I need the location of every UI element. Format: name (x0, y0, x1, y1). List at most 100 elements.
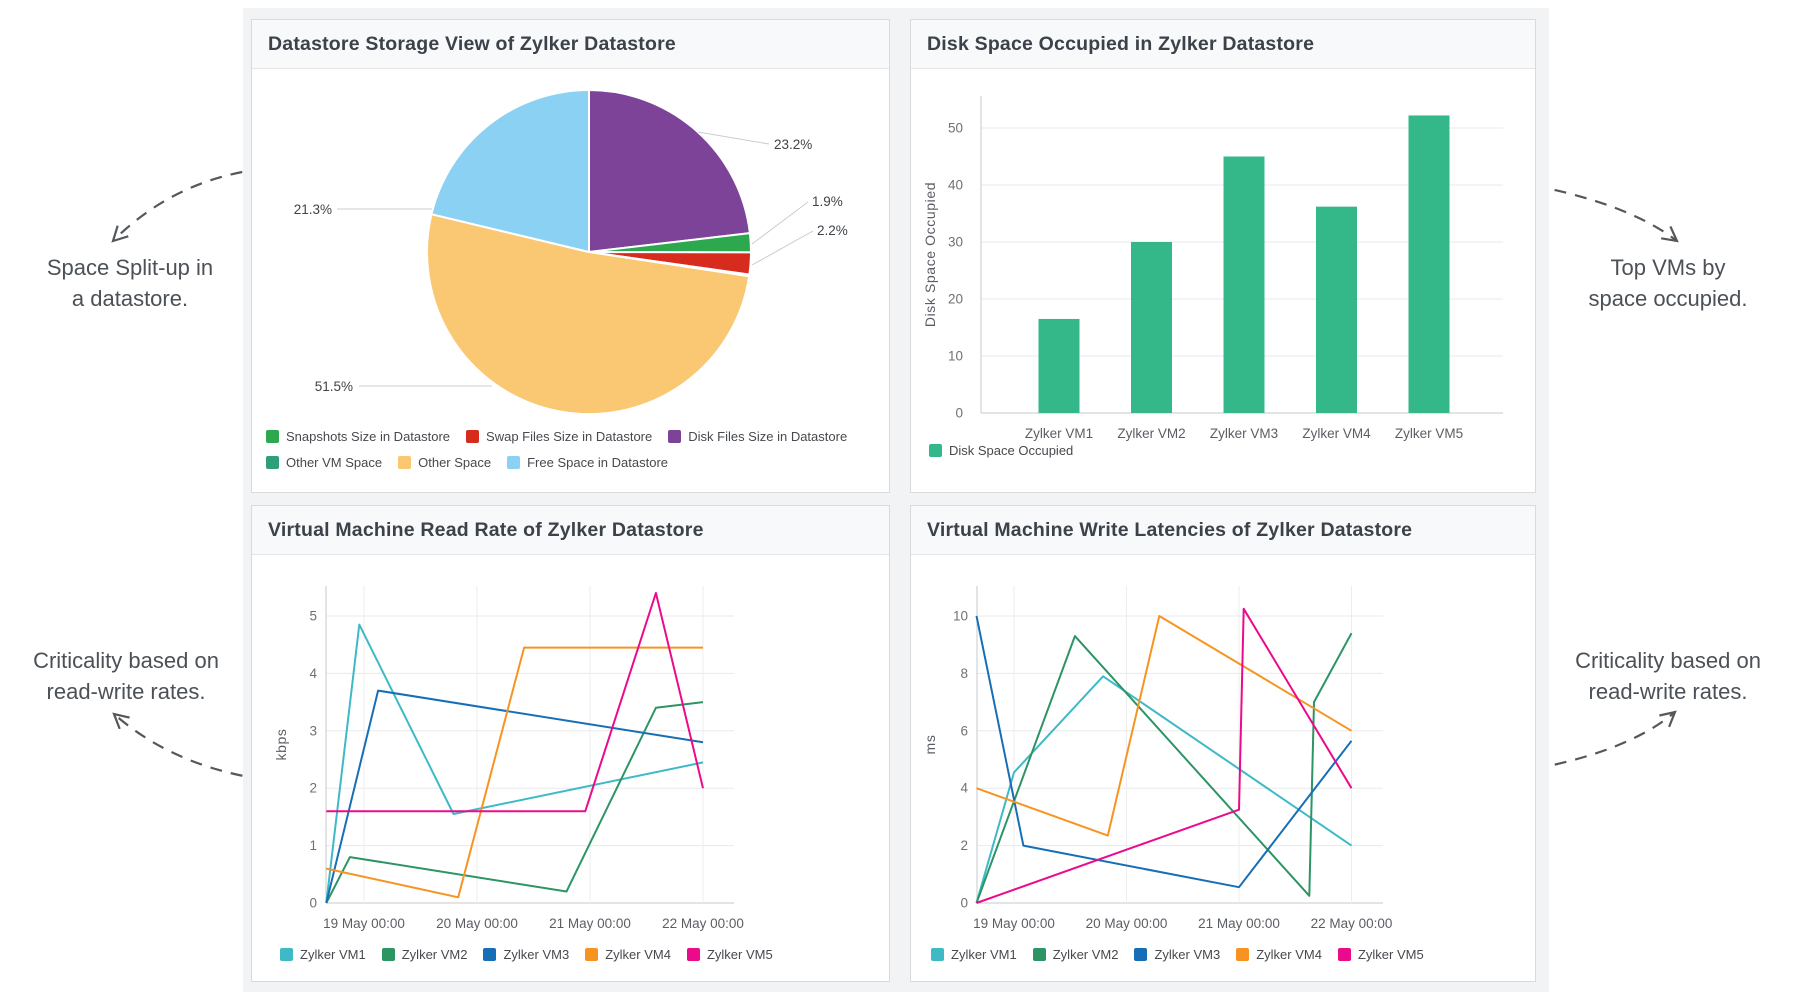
panel-disk-space: Disk Space Occupied in Zylker Datastore … (910, 19, 1536, 493)
pie-label-leader (751, 230, 814, 266)
y-tick-label: 2 (309, 781, 317, 796)
dashboard-container: Datastore Storage View of Zylker Datasto… (243, 8, 1549, 992)
note-line: Criticality based on (33, 648, 219, 673)
line-series[interactable] (975, 675, 1353, 904)
legend-label: Disk Space Occupied (949, 443, 1074, 458)
pie-label-leader (751, 201, 809, 245)
read-legend-item[interactable]: Zylker VM2 (381, 947, 468, 962)
legend-swatch-icon (266, 456, 279, 469)
line-series[interactable] (326, 646, 703, 899)
pie-slice[interactable] (426, 213, 751, 416)
line-series[interactable] (325, 623, 704, 904)
read-legend-item[interactable]: Zylker VM4 (585, 947, 671, 962)
legend-label: Free Space in Datastore (527, 455, 669, 470)
note-line: read-write rates. (1588, 679, 1748, 704)
note-line: Space Split-up in (46, 255, 214, 280)
bar-chart[interactable]: 0 10 20 30 40 50 Zylker VM1 Zylker VM2 Zylker VM… (911, 69, 1535, 494)
x-tick-label: 20 May 00:00 (436, 916, 518, 931)
legend-label: Disk Files Size in Datastore (688, 429, 848, 444)
legend-swatch-icon (483, 948, 497, 961)
write-legend-item[interactable]: Zylker VM3 (1134, 947, 1220, 962)
read-rate-legend: Zylker VM1 Zylker VM2 Zylker VM3 Zylker VM4… (280, 947, 789, 962)
pie-legend-item[interactable]: Other VM Space (266, 455, 382, 470)
panel-title-read-rate: Virtual Machine Read Rate of Zylker Data… (252, 506, 889, 555)
line-series[interactable] (976, 615, 1353, 837)
y-tick-label: 4 (309, 666, 317, 681)
pie-legend-item[interactable]: Other Space (398, 455, 491, 470)
legend-label: Zylker VM5 (706, 947, 773, 962)
write-legend-item[interactable]: Zylker VM1 (931, 947, 1017, 962)
bar[interactable] (1223, 156, 1265, 414)
write-legend-item[interactable]: Zylker VM2 (1032, 947, 1119, 962)
note-criticality-right: Criticality based on read-write rates. (1548, 645, 1788, 707)
bar[interactable] (1408, 115, 1450, 414)
page-title: Virtual Machine Read Rate of Zylker Data… (268, 518, 704, 541)
x-tick-label: 19 May 00:00 (323, 916, 405, 931)
legend-swatch-icon (931, 948, 944, 961)
page-title: Datastore Storage View of Zylker Datasto… (268, 32, 676, 55)
y-tick-label: 10 (953, 609, 968, 624)
note-line: a datastore. (71, 286, 189, 311)
pie-percent-label: 21.3% (294, 202, 332, 217)
x-category-label: Zylker VM5 (1395, 426, 1463, 441)
y-tick-label: 30 (948, 235, 963, 250)
line-series[interactable] (326, 592, 704, 813)
line-series[interactable] (325, 701, 704, 904)
line-series[interactable] (976, 607, 1353, 904)
bar[interactable] (1316, 206, 1357, 413)
write-latency-line-chart[interactable]: 0 2 4 6 8 10 19 May 00:00 20 May 00:00 21 May 00… (911, 555, 1535, 983)
legend-swatch-icon (1032, 948, 1046, 961)
read-legend-item[interactable]: Zylker VM3 (483, 947, 569, 962)
y-tick-label: 2 (960, 838, 968, 853)
legend-label: Other Space (418, 455, 492, 470)
legend-label: Zylker VM2 (1052, 947, 1119, 962)
bar[interactable] (1131, 242, 1172, 413)
x-tick-label: 21 May 00:00 (1198, 916, 1280, 931)
arrowhead-icon (1661, 225, 1679, 243)
page-title: Virtual Machine Write Latencies of Zylke… (927, 518, 1413, 541)
bar-legend-item[interactable]: Disk Space Occupied (929, 443, 1073, 458)
line-series[interactable] (975, 632, 1353, 904)
legend-label: Zylker VM5 (1357, 947, 1424, 962)
pie-legend-item[interactable]: Swap Files Size in Datastore (466, 429, 652, 444)
x-tick-label: 21 May 00:00 (549, 916, 631, 931)
legend-label: Zylker VM3 (1154, 947, 1221, 962)
legend-label: Zylker VM2 (401, 947, 468, 962)
read-rate-line-chart[interactable]: 0 1 2 3 4 5 19 May 00:00 20 May 00:00 21 May 00:… (252, 555, 889, 983)
legend-swatch-icon (466, 430, 480, 443)
legend-swatch-icon (1236, 948, 1250, 961)
read-legend-item[interactable]: Zylker VM1 (280, 947, 366, 962)
y-tick-label: 0 (309, 896, 317, 911)
legend-label: Zylker VM4 (605, 947, 671, 962)
panel-title-write-latency: Virtual Machine Write Latencies of Zylke… (911, 506, 1535, 555)
line-series[interactable] (325, 689, 704, 904)
pie-slice[interactable] (588, 89, 751, 253)
read-legend-item[interactable]: Zylker VM5 (686, 947, 773, 962)
write-latency-legend: Zylker VM1 Zylker VM2 Zylker VM3 Zylker VM4… (931, 947, 1440, 962)
arrowhead-icon (111, 225, 129, 243)
line-series[interactable] (975, 615, 1353, 889)
panel-read-rate: Virtual Machine Read Rate of Zylker Data… (251, 505, 890, 982)
x-category-label: Zylker VM2 (1117, 426, 1185, 441)
write-legend-item[interactable]: Zylker VM5 (1337, 947, 1424, 962)
x-category-label: Zylker VM4 (1302, 426, 1371, 441)
bar[interactable] (1038, 318, 1080, 413)
x-tick-label: 19 May 00:00 (973, 916, 1055, 931)
pie-legend-row: Snapshots Size in Datastore Swap Files Si… (266, 429, 863, 444)
legend-swatch-icon (585, 948, 599, 961)
panel-title-datastore-storage: Datastore Storage View of Zylker Datasto… (252, 20, 889, 69)
pie-slice[interactable] (430, 89, 590, 253)
pie-legend-item[interactable]: Snapshots Size in Datastore (266, 429, 450, 444)
pie-chart[interactable]: 23.2% 1.9% 2.2% 21.3% 51.5% (252, 69, 889, 494)
x-tick-label: 22 May 00:00 (662, 916, 744, 931)
legend-label: Other VM Space (286, 455, 383, 470)
note-line: Top VMs by (1610, 255, 1726, 280)
arrowhead-icon (1659, 710, 1677, 728)
panel-datastore-storage: Datastore Storage View of Zylker Datasto… (251, 19, 890, 493)
pie-legend-item[interactable]: Disk Files Size in Datastore (668, 429, 847, 444)
write-legend-item[interactable]: Zylker VM4 (1236, 947, 1322, 962)
note-line: read-write rates. (46, 679, 206, 704)
y-tick-label: 10 (948, 349, 963, 364)
pie-legend-item[interactable]: Free Space in Datastore (507, 455, 668, 470)
legend-swatch-icon (381, 948, 395, 961)
